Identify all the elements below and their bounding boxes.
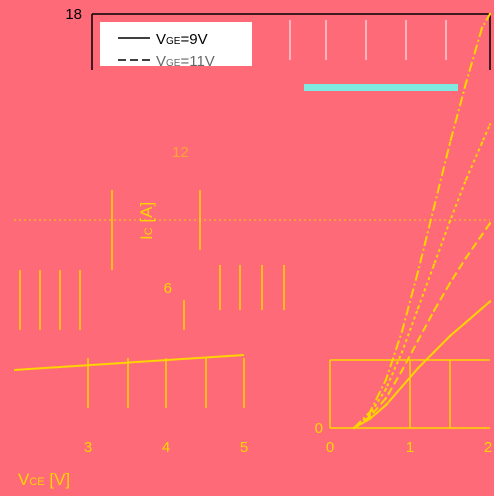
legend-label-vge9: VGE=9V (156, 31, 208, 48)
legend-label-vge11: VGE=11V (156, 53, 215, 70)
x-axis-label: VCE [V] (18, 470, 70, 489)
series-4-point (488, 12, 492, 16)
series-1-point (368, 417, 372, 420)
series-1-point (488, 300, 492, 303)
series-4-point (464, 81, 468, 85)
series-1-point (416, 367, 420, 370)
series-2-point (400, 369, 404, 372)
series-3-point (384, 387, 388, 391)
series-line-2 (353, 222, 491, 429)
x-tick-4: 4 (162, 439, 170, 456)
series-4-point (400, 330, 404, 333)
x-tick-3: 3 (84, 439, 92, 456)
grid-lines (19, 190, 451, 428)
y-tick-12: 12 (172, 144, 189, 161)
series-3-point (432, 263, 436, 266)
series-2-point (448, 281, 452, 285)
series-1-point (400, 385, 404, 388)
y-tick-18: 18 (65, 6, 82, 23)
series-layer (352, 12, 492, 430)
y-tick-6: 6 (164, 280, 172, 297)
series-2-point (416, 339, 420, 342)
series-4-point (480, 26, 484, 29)
y-axis-label: IC [A] (137, 202, 156, 240)
series-3-point (416, 307, 420, 310)
series-4-point (416, 270, 420, 273)
series-2-point (488, 222, 492, 225)
y-tick-0: 0 (315, 420, 323, 437)
series-2-point (480, 233, 484, 236)
x-tick-0: 0 (326, 439, 334, 456)
series-2-point (464, 256, 468, 259)
series-1-point (432, 350, 436, 354)
x-tick-1: 1 (406, 439, 414, 456)
series-3-point (400, 350, 404, 354)
series-line-3 (353, 124, 491, 429)
series-4-point (432, 206, 436, 209)
series-3-point (480, 141, 484, 144)
legend: VGE=9V VGE=11V (100, 22, 252, 70)
series-line-1 (353, 300, 491, 429)
series-4-point (368, 410, 372, 414)
series-3-point (448, 219, 452, 223)
series-3-point (488, 123, 492, 126)
series-3-point (464, 178, 468, 181)
series-line-4 (353, 13, 491, 429)
series-1-point (480, 307, 484, 310)
series-1-point (464, 321, 468, 324)
series-4-point (448, 141, 452, 144)
lower-left-baseline (13, 354, 245, 371)
series-4-point (352, 426, 356, 430)
series-2-point (384, 396, 388, 400)
series-1-point (384, 403, 388, 407)
series-2-point (432, 309, 436, 312)
x-tick-2: 2 (484, 439, 492, 456)
grid-lines-white (289, 20, 447, 60)
x-tick-5: 5 (240, 439, 248, 456)
series-1-point (448, 334, 452, 338)
legend-box (100, 22, 252, 66)
series-4-point (384, 378, 388, 381)
highlight-band (304, 84, 458, 91)
